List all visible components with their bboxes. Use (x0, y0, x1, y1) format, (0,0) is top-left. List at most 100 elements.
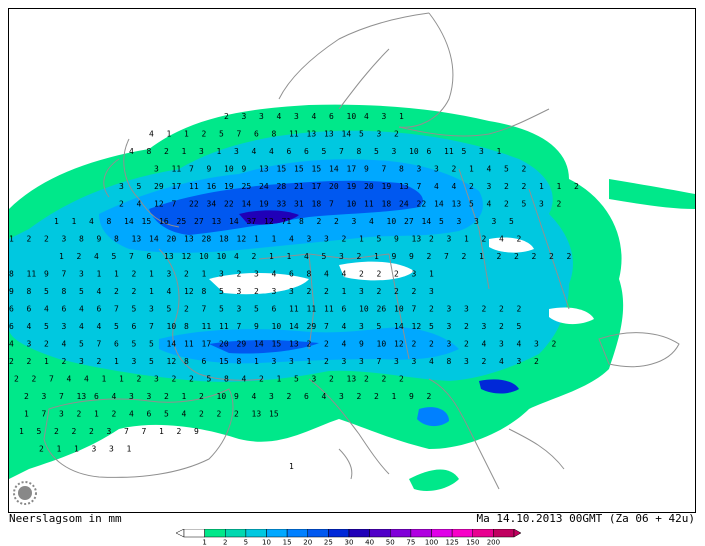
precip-value: 1 (254, 357, 259, 366)
precip-value: 3 (517, 357, 522, 366)
precip-value: 5 (132, 305, 137, 314)
precip-value: 2 (552, 340, 557, 349)
precip-value: 2 (234, 410, 239, 419)
precip-value: 3 (107, 427, 112, 436)
precip-value: 9 (254, 322, 259, 331)
precip-value: 5 (164, 410, 169, 419)
precip-value: 2 (357, 252, 362, 261)
precip-value: 7 (189, 165, 194, 174)
precip-value: 3 (499, 340, 504, 349)
precip-value: 2 (254, 287, 259, 296)
precip-value: 10 (217, 392, 227, 401)
precip-value: 2 (522, 165, 527, 174)
precip-value: 7 (59, 392, 64, 401)
precip-value: 3 (272, 287, 277, 296)
precip-value: 1 (102, 375, 107, 384)
precip-value: 2 (44, 235, 49, 244)
precip-value: 2 (62, 357, 67, 366)
precip-value: 11 (324, 305, 334, 314)
precip-value: 5 (462, 147, 467, 156)
precip-value: 1 (44, 357, 49, 366)
precip-value: 2 (132, 287, 137, 296)
precip-value: 3 (464, 357, 469, 366)
precip-value: 4 (62, 340, 67, 349)
black-sea (598, 332, 680, 368)
precip-value: 3 (359, 287, 364, 296)
legend-label: 125 (445, 539, 458, 546)
precip-value: 2 (199, 410, 204, 419)
precip-value: 3 (412, 357, 417, 366)
precip-value: 3 (254, 270, 259, 279)
precip-value: 8 (62, 287, 67, 296)
precip-value: 2 (482, 357, 487, 366)
precip-value: 14 (394, 322, 404, 331)
precip-value: 2 (114, 287, 119, 296)
precip-value: 3 (474, 217, 479, 226)
precip-value: 2 (54, 427, 59, 436)
precip-value: 3 (464, 305, 469, 314)
precip-value: 2 (89, 427, 94, 436)
precip-value: 7 (412, 305, 417, 314)
precip-value: 14 (434, 200, 444, 209)
precip-value: 15 (312, 165, 322, 174)
precip-value: 3 (342, 357, 347, 366)
precip-value: 4 (487, 165, 492, 174)
precip-value: 9 (207, 165, 212, 174)
legend-swatch (328, 529, 350, 538)
precip-value: 13 (212, 217, 222, 226)
precip-value: 2 (307, 340, 312, 349)
precip-value: 7 (377, 357, 382, 366)
balkan-coast (428, 378, 565, 490)
legend-swatch (390, 529, 412, 538)
precip-value: 7 (417, 182, 422, 191)
precip-value: 3 (154, 165, 159, 174)
precip-value: 5 (114, 322, 119, 331)
precip-value: 3 (434, 165, 439, 174)
precip-area-darkblue (149, 180, 423, 235)
precip-value: 2 (427, 392, 432, 401)
precip-value: 2 (77, 410, 82, 419)
precip-value: 4 (234, 252, 239, 261)
precip-value: 9 (394, 235, 399, 244)
legend-arrow-left (176, 529, 185, 538)
precip-value: 3 (307, 235, 312, 244)
precip-value: 9 (409, 392, 414, 401)
precip-value: 3 (382, 112, 387, 121)
precip-value: 6 (62, 305, 67, 314)
precip-value: 2 (334, 217, 339, 226)
precip-value: 5 (207, 375, 212, 384)
precip-value: 2 (77, 252, 82, 261)
precip-value: 2 (504, 182, 509, 191)
precip-value: 18 (312, 200, 322, 209)
precip-value: 2 (382, 375, 387, 384)
precip-value: 7 (49, 375, 54, 384)
precip-value: 2 (482, 305, 487, 314)
precip-value: 15 (277, 165, 287, 174)
precip-value: 2 (24, 392, 29, 401)
precip-value: 13 (399, 182, 409, 191)
precip-value: 3 (237, 287, 242, 296)
legend-label: 150 (466, 539, 479, 546)
precip-value: 10 (347, 200, 357, 209)
precip-value: 2 (14, 375, 19, 384)
precip-value: 2 (374, 392, 379, 401)
precip-value: 2 (164, 392, 169, 401)
legend-swatch (307, 529, 329, 538)
precip-value: 2 (377, 270, 382, 279)
precip-value: 2 (504, 200, 509, 209)
precip-value: 1 (9, 235, 14, 244)
precip-value: 5 (37, 427, 42, 436)
precip-value: 1 (374, 252, 379, 261)
precip-value: 10 (217, 252, 227, 261)
precip-value: 2 (429, 235, 434, 244)
precip-value: 8 (272, 130, 277, 139)
precip-value: 2 (567, 252, 572, 261)
dry-area-4 (549, 307, 594, 325)
precip-value: 6 (94, 392, 99, 401)
precip-value: 3 (27, 340, 32, 349)
precip-value: 2 (394, 287, 399, 296)
precip-value: 8 (107, 217, 112, 226)
precip-value: 17 (347, 165, 357, 174)
precip-value: 3 (412, 270, 417, 279)
precip-value: 29 (154, 182, 164, 191)
